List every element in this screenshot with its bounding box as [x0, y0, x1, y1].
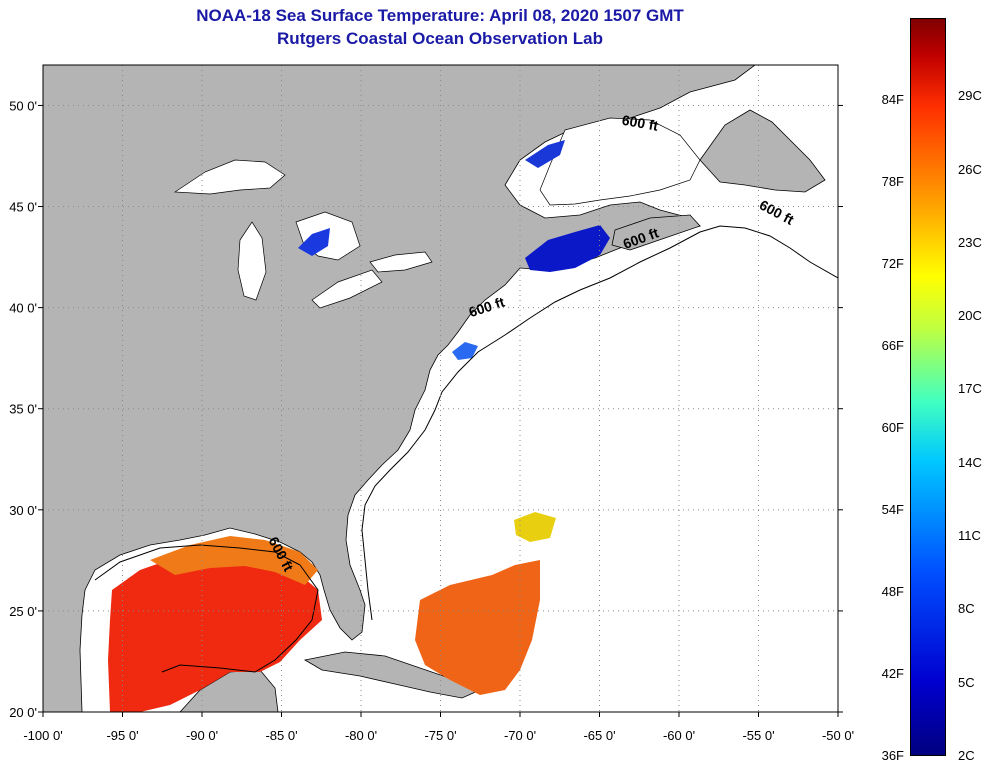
x-tick-label: -75 0': [424, 728, 456, 743]
colorbar-label-celsius: 14C: [958, 454, 982, 470]
y-tick-label: 20 0': [9, 705, 37, 720]
x-tick-label: -55 0': [742, 728, 774, 743]
colorbar-label-fahrenheit: 42F: [881, 666, 904, 681]
y-tick-label: 50 0': [9, 98, 37, 113]
land-newfoundland: [699, 109, 826, 193]
isobath-600ft-contour: [161, 225, 838, 673]
x-tick-label: -60 0': [663, 728, 695, 743]
cold-water-ny-bight: [452, 342, 478, 360]
x-tick-label: -65 0': [583, 728, 615, 743]
colorbar-label-fahrenheit: 72F: [881, 256, 904, 271]
colorbar-label-fahrenheit: 78F: [881, 174, 904, 189]
colorbar-label-fahrenheit: 84F: [881, 92, 904, 107]
gulf-sst-field: [108, 550, 322, 712]
land-cuba: [303, 651, 482, 699]
colorbar-label-celsius: 2C: [958, 748, 975, 763]
cold-water-st-lawrence: [525, 140, 565, 168]
isobath-600ft-gulf-coast: [94, 544, 301, 581]
y-tick-label: 40 0': [9, 301, 37, 316]
colorbar-label-fahrenheit: 36F: [881, 748, 904, 763]
colorbar-label-fahrenheit: 48F: [881, 584, 904, 599]
colorbar-label-celsius: 8C: [958, 601, 975, 617]
atlantic-sst-field: [415, 560, 540, 695]
land-nova-scotia: [611, 214, 701, 251]
colorbar-label-celsius: 23C: [958, 234, 982, 250]
colorbar-label-fahrenheit: 54F: [881, 502, 904, 517]
colorbar-label-celsius: 20C: [958, 308, 982, 324]
x-tick-label: -95 0': [106, 728, 138, 743]
x-tick-label: -100 0': [23, 728, 62, 743]
gulf-of-st-lawrence: [539, 117, 701, 206]
temperature-colorbar: [910, 18, 946, 756]
colorbar-label-celsius: 17C: [958, 381, 982, 397]
y-tick-label: 30 0': [9, 503, 37, 518]
cold-water-lake-michigan: [298, 228, 330, 256]
y-tick-label: 25 0': [9, 604, 37, 619]
colorbar-label-celsius: 29C: [958, 88, 982, 104]
contour-label-600ft: 600 ft: [621, 112, 660, 134]
x-tick-label: -50 0': [822, 728, 854, 743]
x-tick-label: -90 0': [186, 728, 218, 743]
colorbar-label-fahrenheit: 60F: [881, 420, 904, 435]
colorbar-label-celsius: 26C: [958, 161, 982, 177]
y-tick-label: 45 0': [9, 200, 37, 215]
y-tick-label: 35 0': [9, 402, 37, 417]
map-subtitle: Rutgers Coastal Ocean Observation Lab: [277, 29, 603, 48]
cold-water-gulf-of-maine: [525, 225, 610, 272]
colorbar-label-celsius: 11C: [958, 528, 981, 544]
warm-water-patch: [514, 512, 556, 542]
colorbar-label-celsius: 5C: [958, 674, 975, 690]
x-tick-label: -70 0': [504, 728, 536, 743]
x-tick-label: -80 0': [345, 728, 377, 743]
map-title: NOAA-18 Sea Surface Temperature: April 0…: [196, 6, 684, 25]
colorbar-label-fahrenheit: 66F: [881, 338, 904, 353]
x-tick-label: -85 0': [265, 728, 297, 743]
land-north-america: [43, 65, 756, 712]
gulf-sst-northern-band: [150, 536, 318, 585]
